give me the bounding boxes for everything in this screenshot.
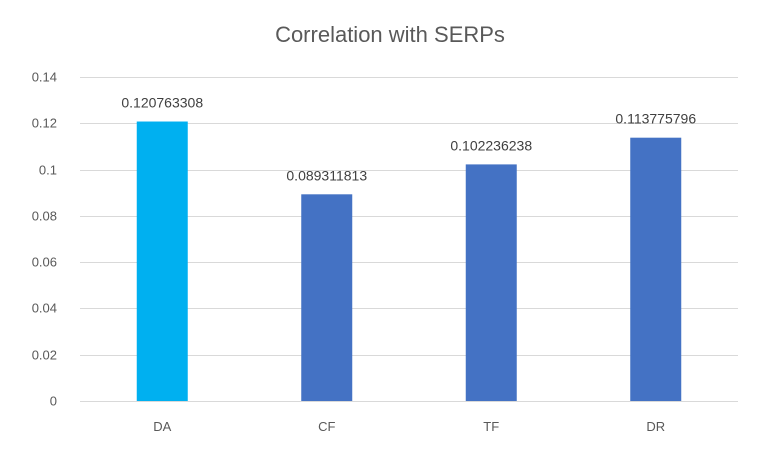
data-labels: 0.120763308 0.089311813 0.102236238 0.11377… <box>121 95 696 184</box>
data-label-tf: 0.102236238 <box>450 137 532 153</box>
bar-da <box>136 121 188 402</box>
data-label-dr: 0.113775796 <box>615 111 696 127</box>
x-tick-label-da: DA <box>153 419 171 434</box>
y-tick-label: 0.04 <box>32 301 57 316</box>
y-tick-label: 0.06 <box>32 255 57 270</box>
x-axis-tick-labels: DA CF TF DR <box>153 419 665 434</box>
y-tick-label: 0.1 <box>39 163 57 178</box>
bar-dr <box>630 137 682 401</box>
x-tick-label-dr: DR <box>646 419 665 434</box>
chart-title: Correlation with SERPs <box>275 22 505 47</box>
bars <box>136 121 682 402</box>
x-tick-label-tf: TF <box>483 419 499 434</box>
bar-cf <box>301 194 353 401</box>
gridlines <box>80 77 738 402</box>
y-tick-label: 0.08 <box>32 209 57 224</box>
data-label-cf: 0.089311813 <box>286 167 367 183</box>
x-tick-label-cf: CF <box>318 419 335 434</box>
data-label-da: 0.120763308 <box>121 95 203 111</box>
y-tick-label: 0.02 <box>32 348 57 363</box>
bar-tf <box>465 164 517 401</box>
y-tick-label: 0.12 <box>32 116 57 131</box>
y-tick-label: 0 <box>50 394 57 409</box>
y-tick-label: 0.14 <box>32 70 57 85</box>
y-axis-tick-labels: 0 0.02 0.04 0.06 0.08 0.1 0.12 0.14 <box>32 70 57 409</box>
